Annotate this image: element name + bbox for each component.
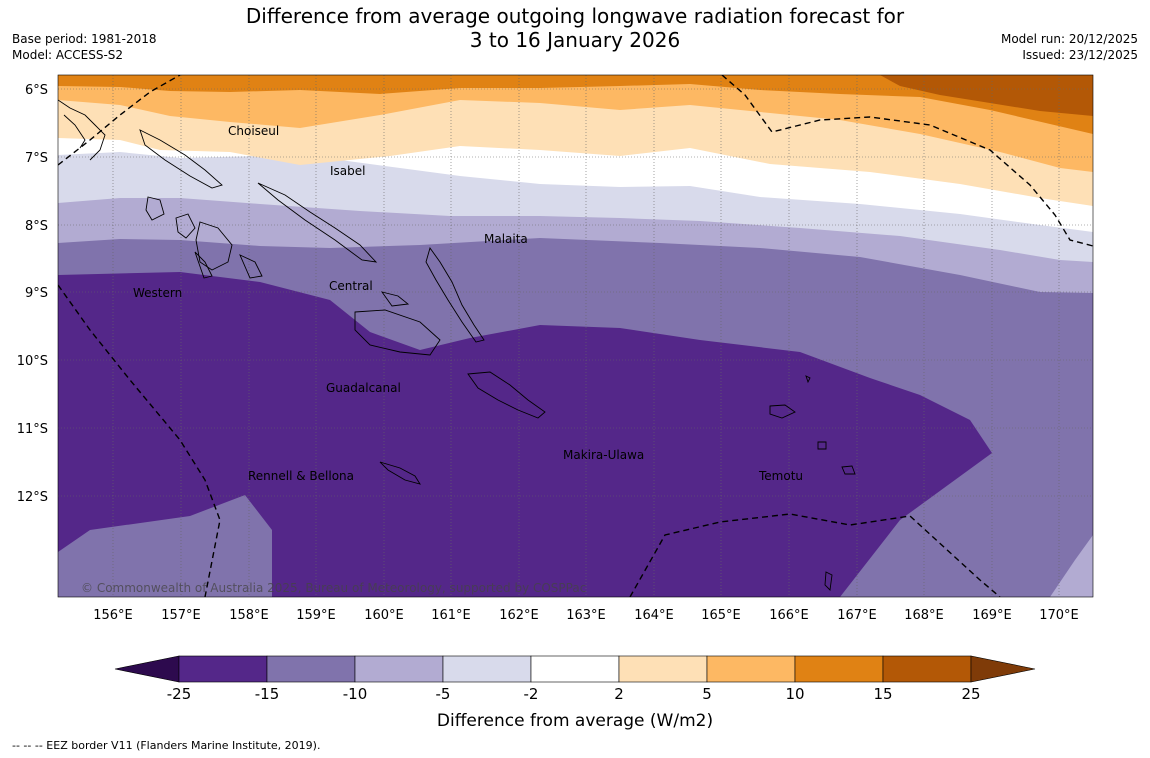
colorbar-extend-high xyxy=(970,655,1036,683)
colorbar-segment xyxy=(178,655,268,683)
region-label-isabel: Isabel xyxy=(330,164,365,178)
region-label-makira-ulawa: Makira-Ulawa xyxy=(563,448,644,462)
region-label-rennell-bellona: Rennell & Bellona xyxy=(248,469,354,483)
lon-label: 170°E xyxy=(1039,608,1079,623)
colorbar-tick-label: 2 xyxy=(614,685,624,703)
lat-label: 6°S xyxy=(25,83,48,98)
colorbar-tick-label: -2 xyxy=(524,685,539,703)
region-label-malaita: Malaita xyxy=(484,232,528,246)
coastlines xyxy=(58,99,856,591)
colorbar-tick-label: -10 xyxy=(343,685,368,703)
lon-label: 162°E xyxy=(499,608,539,623)
lat-label: 11°S xyxy=(17,422,48,437)
colorbar: -25 -15 -10 -5 -2 2 5 10 15 25 xyxy=(114,655,1036,703)
lon-axis: 156°E 157°E 158°E 159°E 160°E 161°E 162°… xyxy=(93,608,1079,623)
colorbar-tick-label: 15 xyxy=(873,685,892,703)
lat-axis: 6°S 7°S 8°S 9°S 10°S 11°S 12°S xyxy=(17,83,48,505)
colorbar-tick-label: -5 xyxy=(436,685,451,703)
copyright-notice: © Commonwealth of Australia 2025, Bureau… xyxy=(81,581,586,595)
region-label-western: Western xyxy=(133,286,182,300)
lat-label: 9°S xyxy=(25,286,48,301)
meta-right: Model run: 20/12/2025 Issued: 23/12/2025 xyxy=(1001,31,1138,63)
title-line-1: Difference from average outgoing longwav… xyxy=(245,4,905,28)
lon-label: 157°E xyxy=(161,608,201,623)
map-title: Difference from average outgoing longwav… xyxy=(0,4,1150,52)
model-name: Model: ACCESS-S2 xyxy=(12,48,124,62)
colorbar-tick-label: -25 xyxy=(167,685,192,703)
lon-label: 161°E xyxy=(431,608,471,623)
title-line-2: 3 to 16 January 2026 xyxy=(469,28,681,52)
colorbar-segment xyxy=(354,655,444,683)
eez-border xyxy=(58,75,1093,597)
colorbar-tick-label: 10 xyxy=(785,685,804,703)
region-label-temotu: Temotu xyxy=(758,469,803,483)
region-labels: Choiseul Isabel Malaita Western Central … xyxy=(133,124,803,483)
lon-label: 163°E xyxy=(566,608,606,623)
lon-label: 156°E xyxy=(93,608,133,623)
region-label-choiseul: Choiseul xyxy=(228,124,279,138)
lon-label: 164°E xyxy=(634,608,674,623)
lat-label: 8°S xyxy=(25,219,48,234)
meta-left: Base period: 1981-2018 Model: ACCESS-S2 xyxy=(12,31,157,63)
lat-label: 12°S xyxy=(17,490,48,505)
colorbar-tick-label: 25 xyxy=(961,685,980,703)
colorbar-segment xyxy=(530,655,620,683)
graticule xyxy=(58,75,1093,597)
lon-label: 169°E xyxy=(972,608,1012,623)
lon-label: 167°E xyxy=(837,608,877,623)
map-frame xyxy=(57,74,1094,598)
lon-label: 160°E xyxy=(364,608,404,623)
colorbar-segment xyxy=(706,655,796,683)
region-label-central: Central xyxy=(329,279,373,293)
anomaly-field: Choiseul Isabel Malaita Western Central … xyxy=(58,75,1093,597)
lon-label: 166°E xyxy=(769,608,809,623)
base-period: Base period: 1981-2018 xyxy=(12,32,157,46)
lon-label: 159°E xyxy=(296,608,336,623)
band-p10-p15 xyxy=(58,75,1093,134)
lat-label: 7°S xyxy=(25,151,48,166)
band-p5-p10 xyxy=(58,75,1093,172)
colorbar-title: Difference from average (W/m2) xyxy=(437,711,713,731)
colorbar-segment xyxy=(794,655,884,683)
colorbar-segment xyxy=(442,655,532,683)
lon-label: 168°E xyxy=(904,608,944,623)
lon-label: 158°E xyxy=(229,608,269,623)
band-p15-p25 xyxy=(880,75,1093,116)
band-m15-m10-se xyxy=(1050,535,1093,597)
colorbar-segment xyxy=(618,655,708,683)
band-m15-m10-sw xyxy=(58,495,272,597)
colorbar-extend-low xyxy=(114,655,180,683)
colorbar-tick-label: 5 xyxy=(702,685,712,703)
eez-footnote: -- -- -- EEZ border V11 (Flanders Marine… xyxy=(12,739,321,752)
lon-label: 165°E xyxy=(701,608,741,623)
region-label-guadalcanal: Guadalcanal xyxy=(326,381,401,395)
issued-date: Issued: 23/12/2025 xyxy=(1022,48,1138,62)
lat-label: 10°S xyxy=(17,354,48,369)
colorbar-segment xyxy=(266,655,356,683)
model-run: Model run: 20/12/2025 xyxy=(1000,32,1138,46)
colorbar-segment xyxy=(882,655,972,683)
colorbar-tick-label: -15 xyxy=(255,685,280,703)
